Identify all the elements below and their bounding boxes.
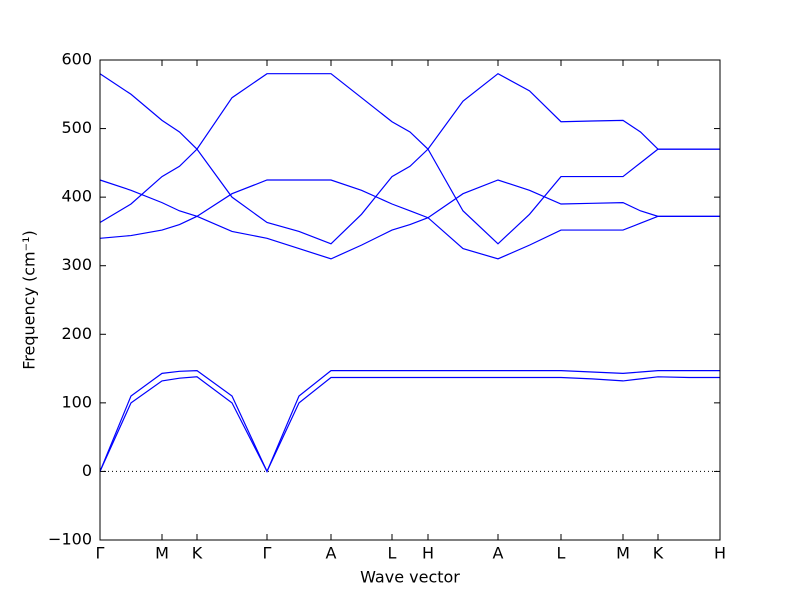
y-tick-label: 400 xyxy=(61,187,92,206)
plot-frame xyxy=(99,59,721,541)
y-axis-label: Frequency (cm⁻¹) xyxy=(20,230,39,369)
band-line xyxy=(99,73,720,245)
y-tick-label: 300 xyxy=(61,255,92,274)
x-tick-label: Γ xyxy=(263,544,272,563)
y-tick-label: −100 xyxy=(48,530,92,549)
x-axis-label: Wave vector xyxy=(360,568,460,587)
x-tick-label: L xyxy=(388,544,397,563)
y-tick-label: 200 xyxy=(61,324,92,343)
y-tick-label: 0 xyxy=(82,461,92,480)
band-line xyxy=(99,179,720,260)
x-tick-label: H xyxy=(422,544,434,563)
band-line xyxy=(99,370,720,473)
band-line xyxy=(99,179,720,260)
x-tick-label: Γ xyxy=(96,544,105,563)
band-line xyxy=(99,72,720,245)
x-tick-label: A xyxy=(493,544,504,563)
band-line xyxy=(99,376,720,473)
y-tick-label: 500 xyxy=(61,118,92,137)
x-tick-label: L xyxy=(557,544,566,563)
x-tick-label: K xyxy=(192,544,203,563)
y-tick-label: 600 xyxy=(61,50,92,69)
y-tick-label: 100 xyxy=(61,392,92,411)
x-tick-label: K xyxy=(653,544,664,563)
x-tick-label: A xyxy=(326,544,337,563)
x-tick-label: M xyxy=(616,544,630,563)
x-tick-label: H xyxy=(714,544,726,563)
x-tick-label: M xyxy=(155,544,169,563)
